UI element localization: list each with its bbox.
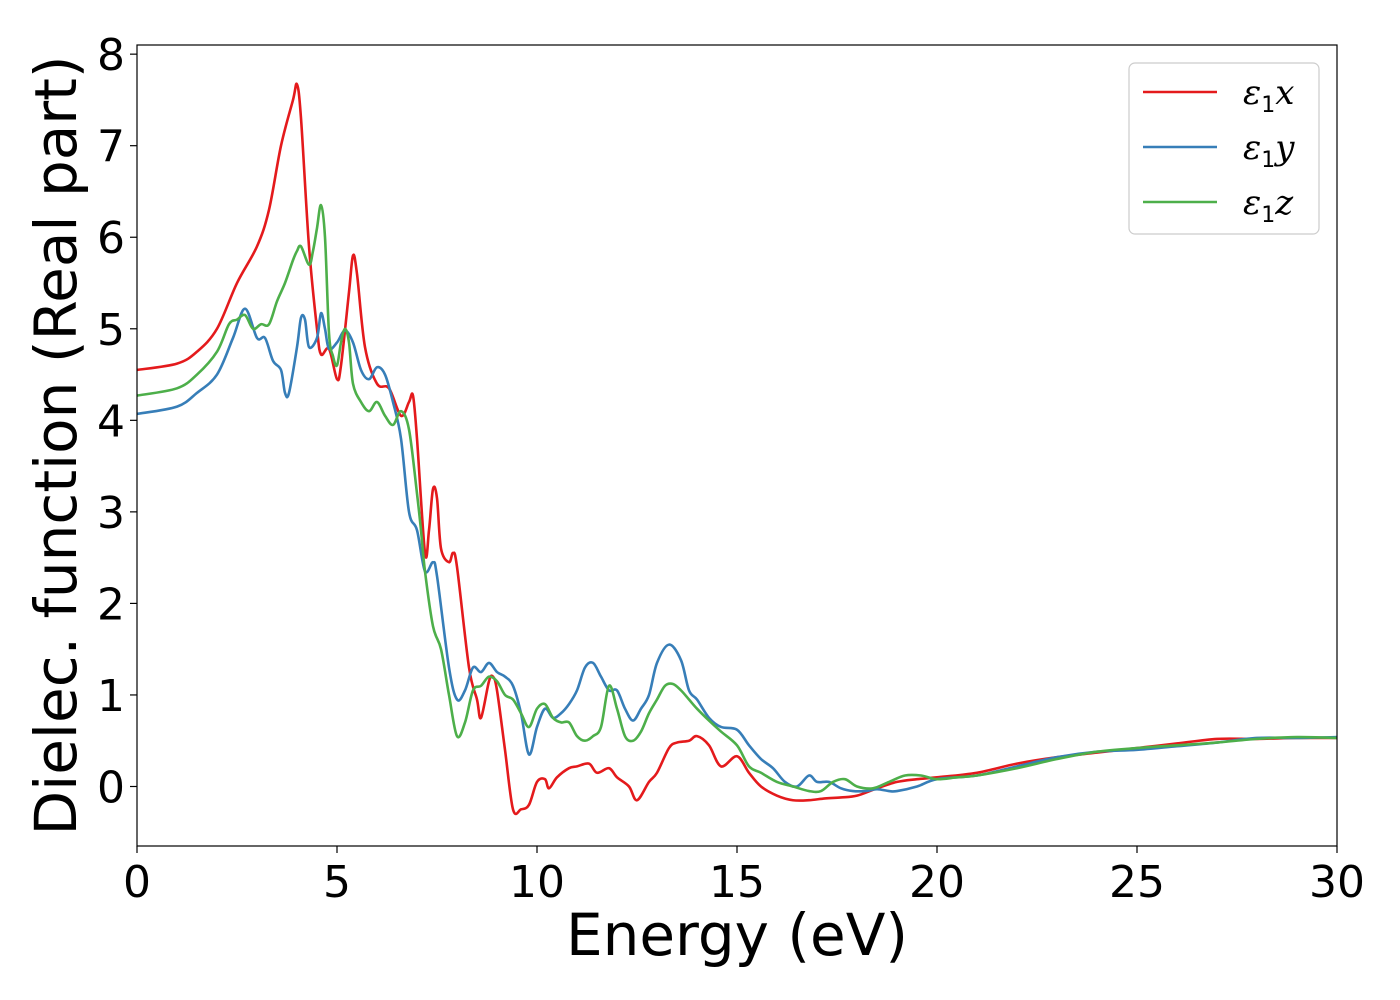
legend-label: ε1x — [1243, 73, 1294, 118]
y-axis-title: Dielec. function (Real part) — [22, 55, 90, 835]
legend-label: ε1z — [1243, 183, 1294, 228]
y-tick-label: 2 — [97, 579, 125, 630]
y-tick-label: 8 — [97, 30, 125, 81]
series-line-z — [137, 203, 1337, 794]
axis-layer: 0 5 10 15 20 25 30 0 1 2 3 4 5 6 7 8 — [97, 30, 1365, 908]
legend-label: ε1y — [1243, 128, 1295, 173]
x-axis-title: Energy (eV) — [566, 901, 908, 969]
x-tick-label: 20 — [909, 857, 965, 908]
x-tick-label: 5 — [323, 857, 351, 908]
x-tick-label: 30 — [1309, 857, 1365, 908]
x-tick-label: 25 — [1109, 857, 1165, 908]
series-layer — [137, 82, 1337, 816]
legend: ε1x ε1y ε1z — [1128, 62, 1320, 235]
y-tick-label: 3 — [97, 488, 125, 539]
x-tick-label: 15 — [709, 857, 765, 908]
y-tick-label: 6 — [97, 213, 125, 264]
series-line-y — [137, 307, 1337, 793]
y-tick-label: 4 — [97, 396, 125, 447]
y-tick-label: 7 — [97, 122, 125, 173]
y-tick-label: 0 — [97, 762, 125, 813]
legend-box — [1128, 62, 1320, 235]
y-tick-label: 1 — [97, 671, 125, 722]
y-tick-label: 5 — [97, 305, 125, 356]
x-tick-label: 10 — [509, 857, 565, 908]
x-tick-label: 0 — [123, 857, 151, 908]
